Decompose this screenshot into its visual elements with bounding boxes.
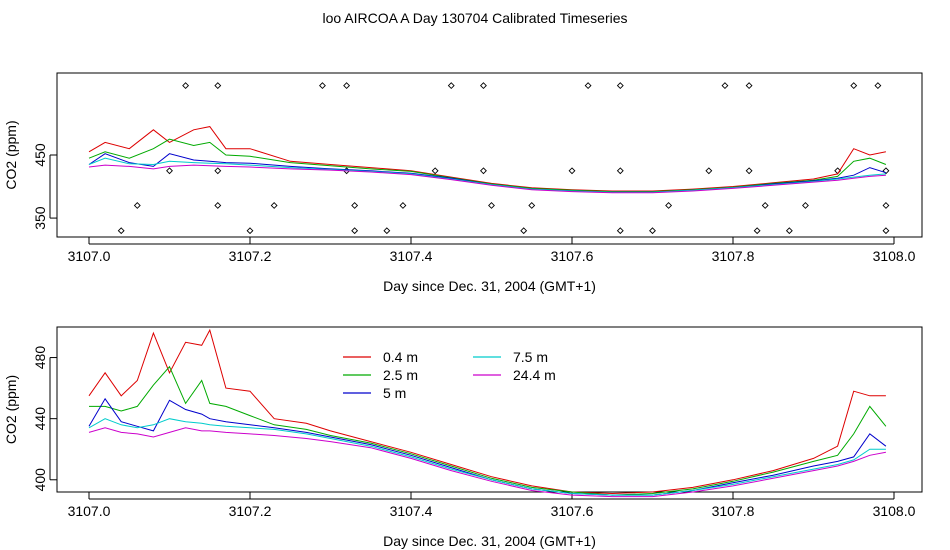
panel2-legend-label: 24.4 m bbox=[513, 367, 556, 383]
panel1-marker-point bbox=[649, 227, 656, 235]
panel1-marker-point bbox=[343, 82, 351, 90]
panel1-marker-point bbox=[182, 82, 190, 90]
panel1-marker-point bbox=[117, 227, 125, 235]
panel2-series-line bbox=[88, 427, 886, 498]
panel1-marker-point bbox=[447, 82, 455, 90]
panel2-x-tick-label: 3108.0 bbox=[873, 503, 916, 519]
panel1-marker-point bbox=[133, 202, 141, 209]
panel2-y-tick-label: 440 bbox=[32, 407, 48, 431]
panel1-marker-point bbox=[874, 82, 882, 90]
panel2-series-line bbox=[88, 328, 886, 495]
panel1-x-tick-label: 3107.2 bbox=[229, 248, 272, 264]
panel2-x-tick-label: 3107.8 bbox=[712, 503, 755, 519]
panel1-marker-point bbox=[351, 227, 359, 235]
panel1-marker-point bbox=[882, 202, 890, 209]
panel1-marker-point bbox=[616, 227, 624, 235]
panel1-y-axis-title: CO2 (ppm) bbox=[3, 120, 19, 189]
panel1-marker-point bbox=[665, 202, 673, 209]
panel1-x-axis-title: Day since Dec. 31, 2004 (GMT+1) bbox=[383, 278, 596, 294]
panel1-y-tick-label: 450 bbox=[32, 143, 48, 167]
panel1-marker-point bbox=[850, 82, 858, 90]
panel2-y-tick-label: 400 bbox=[32, 468, 48, 492]
panel2-series-line bbox=[89, 365, 887, 496]
panel1-marker-point bbox=[616, 167, 624, 175]
panel2-y-tick-label: 480 bbox=[32, 346, 48, 370]
panel1-marker-point bbox=[214, 167, 222, 175]
panel2-legend-label: 0.4 m bbox=[383, 349, 418, 365]
panel1-x-tick-label: 3107.6 bbox=[551, 248, 594, 264]
panel2-y-axis-title: CO2 (ppm) bbox=[3, 375, 19, 444]
panel1-x-tick-label: 3107.4 bbox=[390, 248, 433, 264]
panel1-marker-point bbox=[520, 227, 528, 235]
panel1-frame bbox=[56, 72, 923, 238]
panel1-marker-point bbox=[745, 82, 753, 90]
panel2-legend-label: 5 m bbox=[383, 385, 406, 401]
panel2-x-tick-label: 3107.4 bbox=[390, 503, 433, 519]
panel1-series-line bbox=[88, 138, 887, 193]
panel1-x-tick-label: 3108.0 bbox=[873, 248, 916, 264]
panel2-series-line bbox=[88, 397, 887, 496]
panel1-series-line bbox=[88, 126, 886, 192]
panel1-marker-point bbox=[785, 227, 793, 235]
panel1-marker-point bbox=[568, 167, 576, 175]
panel2-frame bbox=[56, 326, 923, 493]
panel1-marker-point bbox=[584, 82, 592, 90]
panel1-marker-point bbox=[528, 202, 536, 209]
panel1-series-line bbox=[88, 164, 886, 194]
panel1-marker-point bbox=[431, 167, 439, 175]
panel1-marker-point bbox=[705, 167, 713, 175]
panel1-marker-point bbox=[383, 227, 391, 235]
panel1-x-tick-label: 3107.0 bbox=[68, 248, 111, 264]
panel2-x-tick-label: 3107.0 bbox=[68, 503, 111, 519]
panel1-marker-point bbox=[480, 167, 487, 175]
panel2-x-tick-label: 3107.2 bbox=[229, 503, 272, 519]
panel2-legend-label: 2.5 m bbox=[383, 367, 418, 383]
panel1-marker-point bbox=[399, 202, 407, 209]
panel1-series-line bbox=[88, 153, 887, 193]
panel2-series-line bbox=[88, 418, 886, 496]
panel2-x-tick-label: 3107.6 bbox=[551, 503, 594, 519]
panel1-marker-point bbox=[351, 202, 359, 209]
panel1-marker-point bbox=[246, 227, 254, 235]
panel1-marker-point bbox=[882, 167, 890, 175]
panel1-marker-point bbox=[753, 227, 761, 235]
panel1-series-line bbox=[88, 157, 886, 193]
panel1-marker-point bbox=[480, 82, 487, 90]
panel1-marker-point bbox=[745, 167, 753, 175]
panel1-marker-point bbox=[802, 202, 809, 209]
panel1-marker-point bbox=[166, 167, 173, 175]
panel1-marker-point bbox=[761, 202, 769, 209]
panel1-marker-point bbox=[882, 227, 890, 235]
panel1-marker-point bbox=[214, 82, 222, 90]
panel1-marker-point bbox=[721, 82, 729, 90]
panel2-legend-label: 7.5 m bbox=[513, 349, 548, 365]
panel1-marker-point bbox=[270, 202, 278, 209]
panel1-marker-point bbox=[319, 82, 326, 90]
panel1-marker-point bbox=[214, 202, 222, 209]
panel1-marker-point bbox=[488, 202, 495, 209]
panel1-marker-point bbox=[616, 82, 624, 90]
panel2-x-axis-title: Day since Dec. 31, 2004 (GMT+1) bbox=[383, 533, 596, 549]
panel1-y-tick-label: 350 bbox=[32, 206, 48, 230]
chart-title: loo AIRCOA A Day 130704 Calibrated Times… bbox=[322, 10, 628, 26]
panel1-x-tick-label: 3107.8 bbox=[712, 248, 755, 264]
